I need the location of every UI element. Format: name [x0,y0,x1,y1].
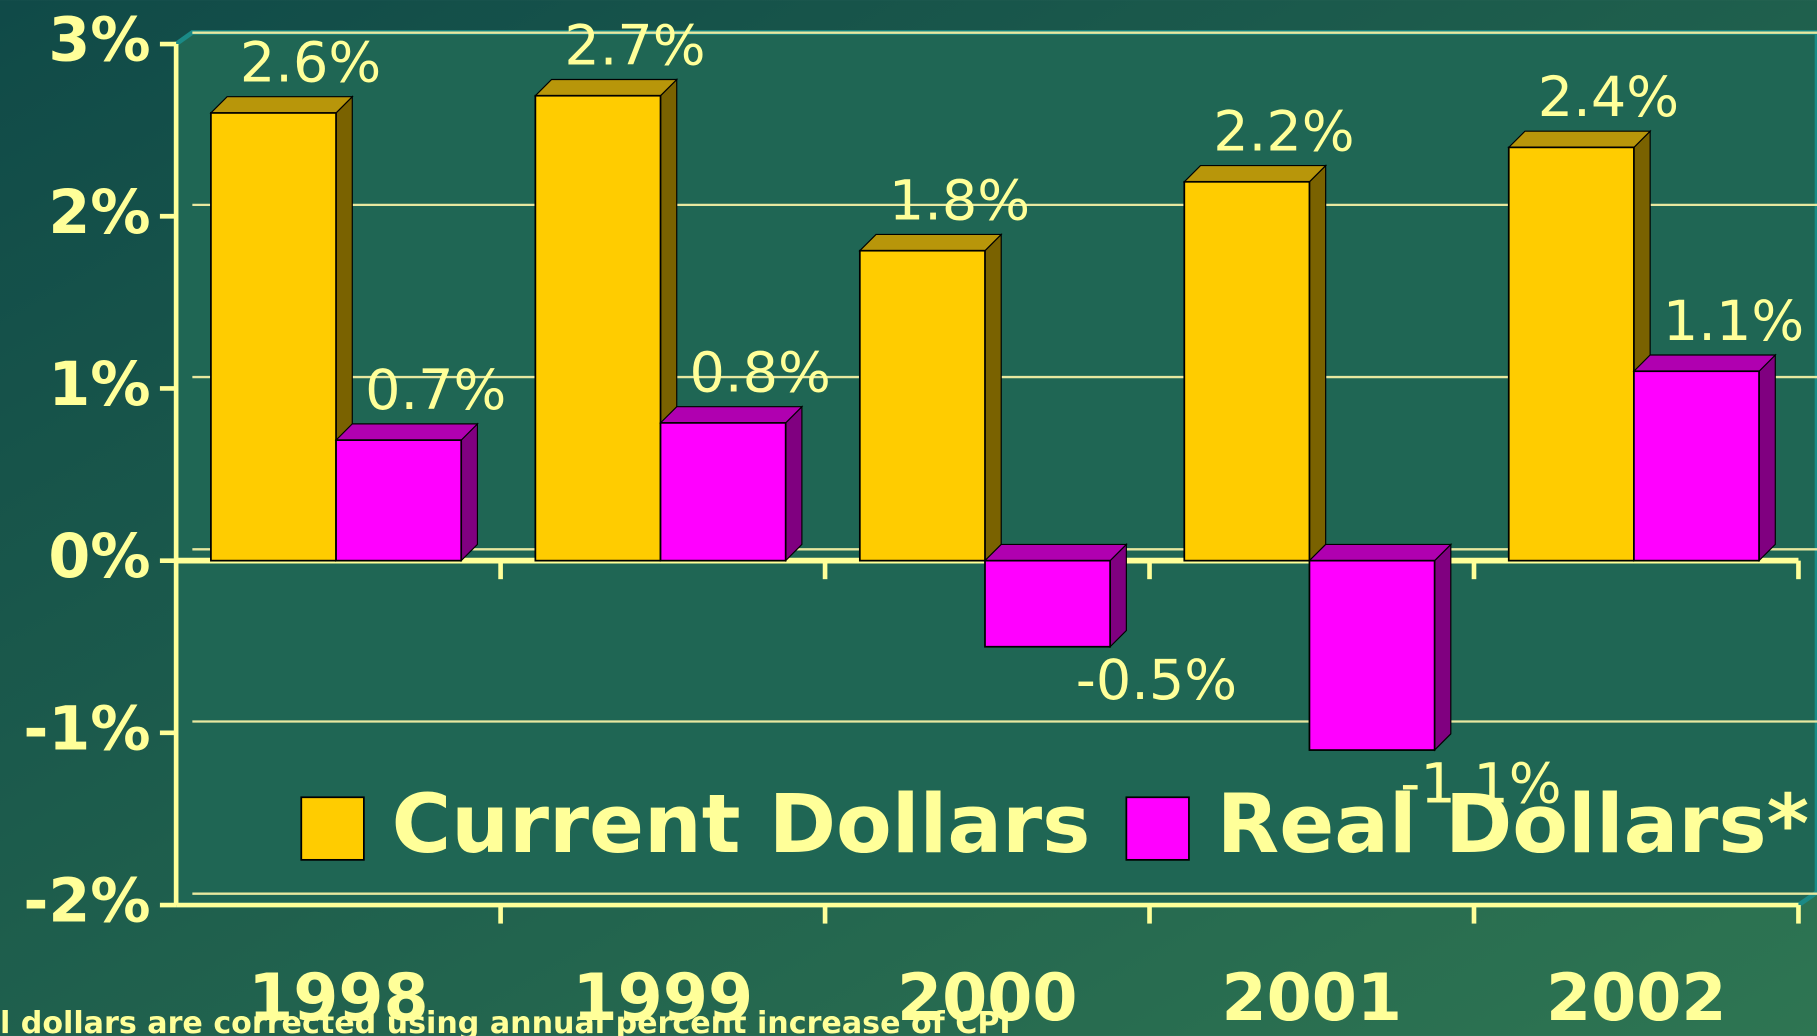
bar-face [1308,559,1436,751]
bar [1182,164,1328,563]
bar-face [984,559,1112,648]
bar-face [1633,370,1760,562]
bar-face [659,422,787,562]
bar-face [858,249,986,562]
bar-face [1632,354,1777,372]
legend-label: Current Dollars [392,778,1091,872]
bar [983,543,1128,649]
bar-face [210,112,337,562]
bar [1632,353,1777,563]
bar-face [1308,543,1453,562]
data-label: -0.5% [1076,648,1237,713]
x-tick-label: 2000 [897,961,1078,1036]
bar-face [983,543,1128,562]
bar-face [1109,543,1127,649]
bar-face [858,233,1003,252]
data-label: -1.1% [1400,751,1561,816]
bar-face [1308,164,1327,563]
x-tick-label: 2001 [1221,961,1402,1036]
bar-face [209,96,354,114]
y-tick-label: 0% [48,522,150,592]
bar-face [1434,543,1452,752]
bar [209,95,354,563]
data-label: 2.7% [564,13,705,78]
bar [1507,129,1652,563]
bar-face [460,422,479,563]
bar-face [1507,130,1652,148]
data-label: 1.8% [889,168,1030,233]
legend-swatch [1125,796,1190,861]
bar-face [534,94,662,562]
y-tick-label: 2% [48,178,150,248]
data-label: 2.6% [240,31,381,96]
footnote: l dollars are corrected using annual per… [0,1006,1011,1036]
bar [858,233,1003,563]
bar-face [334,423,479,441]
bar [659,405,804,563]
data-label: 2.2% [1213,100,1354,165]
data-label: 1.1% [1663,289,1804,354]
bar [334,422,479,563]
bar-face [335,439,463,562]
bar [533,78,679,563]
data-label: 0.8% [690,341,831,406]
bar-face [533,78,679,97]
data-label: 2.4% [1538,65,1679,130]
bar [1308,543,1453,752]
x-tick-label: 1999 [573,961,754,1036]
y-tick-label: -2% [23,867,150,937]
legend-label: Real Dollars* [1217,778,1809,872]
bar-face [984,233,1002,563]
bar-face [659,406,804,424]
y-tick-label: 3% [48,6,150,76]
legend-swatch [300,796,365,861]
x-tick-label: 1998 [248,961,429,1036]
bar-face [785,405,803,563]
y-tick-label: -1% [23,694,150,764]
bar-face [1758,353,1776,563]
x-tick-label: 2002 [1546,961,1727,1036]
y-tick-label: 1% [48,350,150,420]
bar-face [1183,180,1311,562]
bar-face [1182,165,1328,183]
bar-face [1507,146,1635,562]
data-label: 0.7% [365,358,506,423]
